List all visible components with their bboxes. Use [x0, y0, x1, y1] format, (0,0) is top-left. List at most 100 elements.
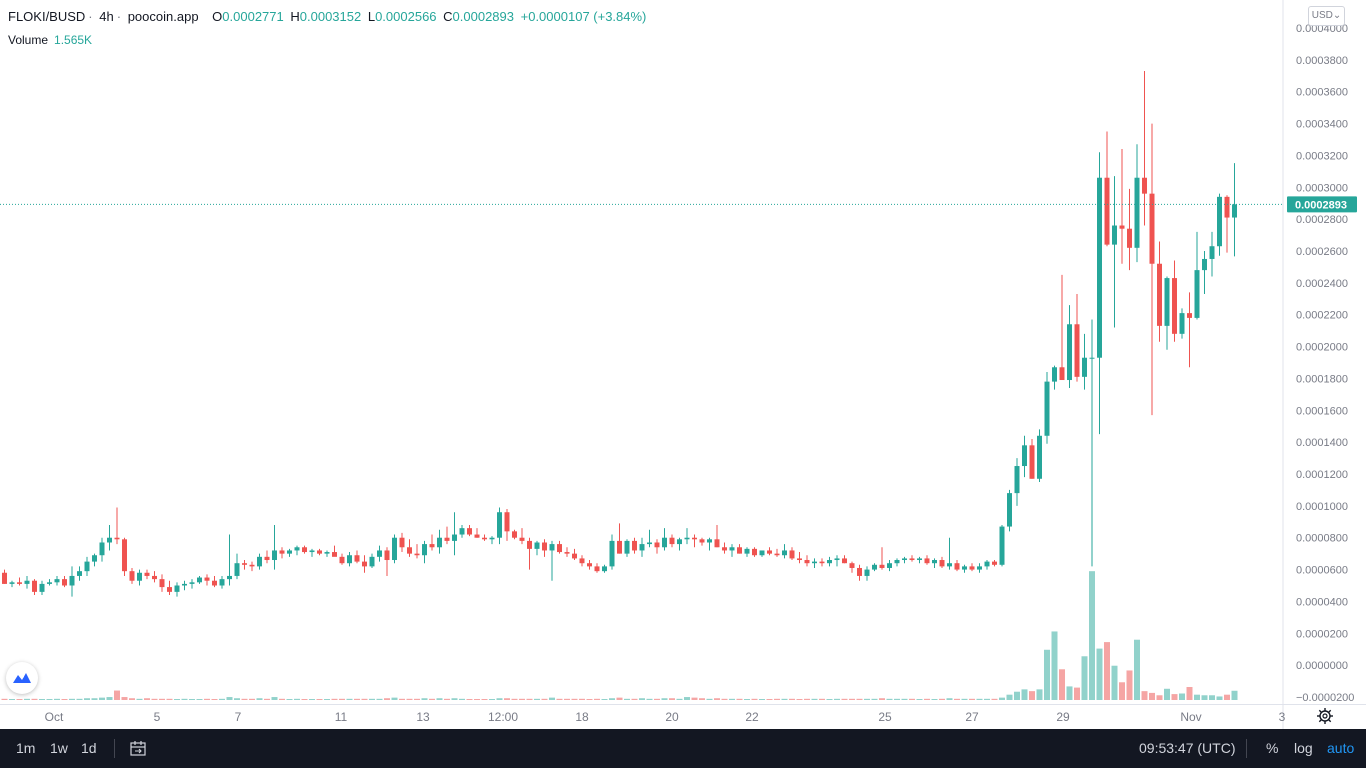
tradingview-logo-icon[interactable]: [6, 662, 38, 694]
y-tick-label: 0.0002800: [1296, 214, 1348, 226]
candle-body: [54, 579, 60, 583]
volume-bar: [241, 698, 248, 700]
candle-body: [977, 566, 982, 570]
candle-body: [257, 556, 262, 567]
x-tick-label: 20: [665, 710, 679, 724]
candle-body: [699, 539, 705, 543]
candle-body: [534, 542, 540, 549]
candle-body: [692, 537, 697, 540]
x-tick-label: 29: [1056, 710, 1070, 724]
candle-body: [114, 537, 120, 540]
auto-scale-toggle[interactable]: auto: [1327, 740, 1355, 756]
candle-body: [122, 539, 127, 572]
bottom-toolbar: 1m 1w 1d 09:53:47 (UTC) % log auto: [0, 729, 1366, 768]
candle-body: [1202, 258, 1207, 271]
volume-bar: [39, 699, 45, 700]
volume-bar: [504, 698, 510, 700]
volume-bar: [474, 699, 480, 700]
candle-body: [84, 561, 90, 572]
candle-body: [399, 537, 405, 548]
volume-label: Volume: [8, 33, 49, 47]
price-chart[interactable]: 0.0004000 0.0003800 0.0003600 0.0003400 0.00…: [0, 0, 1366, 729]
candle-body: [369, 556, 375, 567]
candle-body: [227, 575, 232, 580]
clock-readout[interactable]: 09:53:47 (UTC): [1139, 740, 1236, 756]
volume-bar: [901, 698, 908, 700]
volume-bar: [519, 698, 525, 700]
currency-dropdown[interactable]: USD⌄: [1308, 6, 1345, 26]
candle-body: [1029, 445, 1035, 479]
volume-bar: [226, 697, 233, 700]
log-scale-toggle[interactable]: log: [1294, 740, 1313, 756]
candle-body: [707, 539, 712, 543]
volume-bar: [744, 699, 750, 700]
y-tick-label: 0.0002400: [1296, 278, 1348, 290]
volume-bar: [534, 698, 540, 700]
candle-body: [1179, 313, 1185, 334]
candle-body: [932, 560, 937, 564]
candle-body: [902, 558, 907, 561]
candle-body: [1104, 177, 1110, 245]
high-value: 0.0003152: [299, 9, 362, 24]
volume-bar: [766, 699, 773, 700]
candle-body: [564, 552, 570, 554]
volume-bar: [1216, 696, 1223, 700]
percent-scale-toggle[interactable]: %: [1266, 740, 1279, 756]
candle-body: [1007, 493, 1012, 527]
y-tick-label: 0.0003600: [1296, 87, 1348, 99]
candle-body: [602, 566, 607, 572]
low-label: L: [367, 9, 376, 24]
symbol-name[interactable]: FLOKI/BUSD: [8, 9, 86, 24]
range-1d-button[interactable]: 1d: [81, 740, 97, 756]
volume-bar: [376, 698, 383, 700]
volume-bar: [264, 698, 270, 700]
candle-body: [767, 550, 772, 554]
candle-body: [332, 552, 337, 557]
candle-body: [579, 558, 585, 564]
volume-bar: [31, 698, 38, 700]
candle-body: [542, 542, 547, 551]
candle-body: [189, 582, 195, 584]
candle-body: [527, 540, 532, 549]
date-range-icon[interactable]: [129, 739, 147, 757]
y-tick-label: 0.0002200: [1296, 310, 1348, 322]
candle-body: [917, 558, 922, 561]
volume-bar: [586, 699, 593, 700]
x-tick-label: 11: [335, 710, 348, 724]
volume-bar: [1051, 631, 1058, 700]
last-price-badge: [1287, 196, 1357, 213]
volume-bar: [526, 698, 533, 700]
volume-bar: [339, 698, 345, 700]
volume-bar: [151, 698, 158, 700]
candle-body: [864, 569, 870, 576]
candle-body: [264, 556, 270, 561]
candle-body: [182, 583, 187, 586]
low-value: 0.0002566: [375, 9, 437, 24]
candle-body: [17, 582, 22, 584]
candle-body: [32, 580, 37, 592]
candle-body: [204, 577, 210, 581]
candle-body: [1037, 435, 1042, 479]
candle-body: [684, 537, 690, 540]
candle-body: [144, 572, 150, 576]
range-1m-button[interactable]: 1m: [16, 740, 36, 756]
settings-gear-icon[interactable]: [1316, 707, 1334, 725]
chart-pane[interactable]: 0.0004000 0.0003800 0.0003600 0.0003400 0.00…: [0, 0, 1366, 729]
volume-bar: [601, 699, 608, 700]
y-tick-label: 0.0001600: [1296, 405, 1348, 417]
candle-body: [234, 563, 240, 576]
candle-body: [1224, 196, 1230, 218]
volume-bar: [1059, 669, 1065, 700]
candle-body: [609, 540, 615, 567]
volume-bar: [549, 697, 555, 700]
candle-body: [212, 580, 217, 586]
volume-bar: [1036, 689, 1043, 700]
x-tick-label: 13: [416, 710, 430, 724]
candle-body: [879, 564, 885, 568]
range-1w-button[interactable]: 1w: [50, 740, 68, 756]
volume-bar: [166, 698, 173, 700]
volume-bar: [234, 698, 240, 700]
volume-bar: [466, 699, 473, 700]
volume-bar: [1096, 648, 1103, 700]
